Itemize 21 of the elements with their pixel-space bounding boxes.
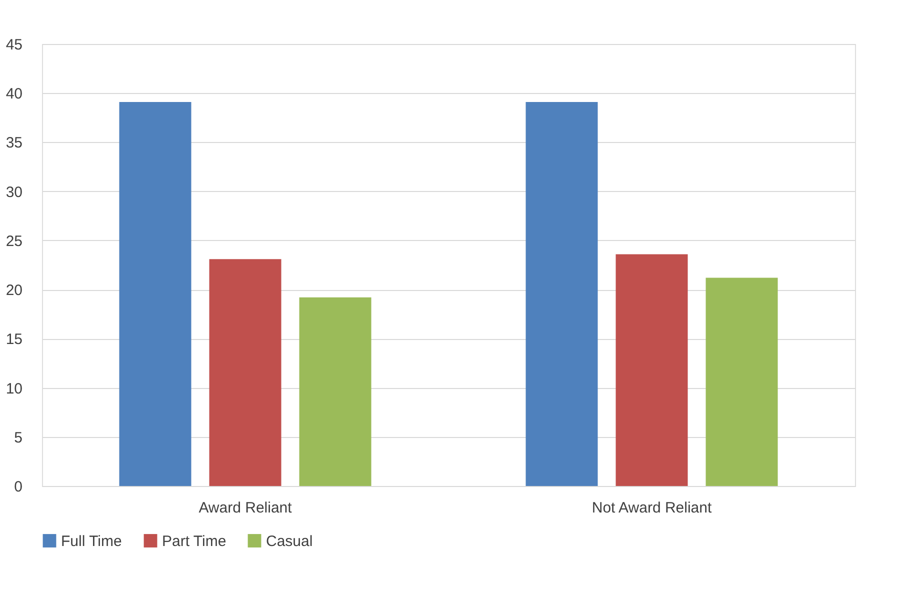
x-tick-label: Not Award Reliant bbox=[592, 500, 712, 516]
legend-label: Full Time bbox=[61, 532, 122, 550]
bar bbox=[209, 259, 282, 486]
x-tick-label: Award Reliant bbox=[198, 500, 293, 516]
y-tick-label: 40 bbox=[6, 86, 22, 103]
bar bbox=[526, 102, 598, 486]
y-tick-label: 20 bbox=[6, 282, 22, 300]
bar bbox=[299, 297, 372, 486]
bar bbox=[119, 102, 192, 486]
bar bbox=[706, 278, 778, 486]
bar bbox=[616, 254, 688, 486]
legend-label: Part Time bbox=[162, 532, 226, 550]
y-tick-label: 35 bbox=[6, 134, 22, 152]
y-tick-label: 5 bbox=[14, 429, 22, 446]
y-tick-label: 0 bbox=[14, 478, 22, 496]
y-tick-label: 10 bbox=[6, 380, 22, 398]
y-tick-label: 45 bbox=[6, 36, 22, 54]
y-tick-label: 15 bbox=[6, 331, 22, 348]
y-tick-label: 25 bbox=[6, 232, 22, 250]
legend-label: Casual bbox=[266, 532, 313, 550]
y-tick-label: 30 bbox=[6, 184, 22, 201]
